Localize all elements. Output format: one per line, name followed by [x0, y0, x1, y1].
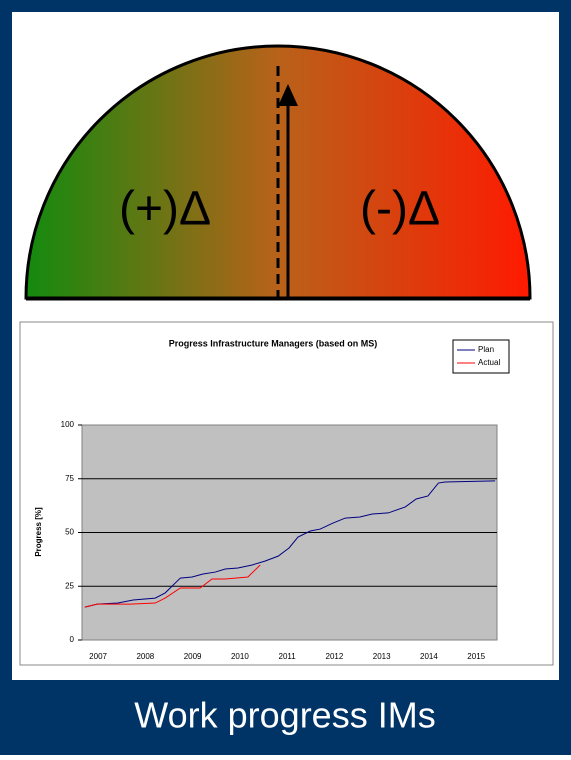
arrow-head [278, 84, 298, 106]
x-tick-label: 2007 [89, 652, 107, 661]
x-tick-label: 2008 [136, 652, 154, 661]
footer-bar [0, 680, 571, 755]
series-line [84, 480, 496, 608]
legend-label: Actual [478, 358, 500, 367]
gauge-right-label: (-)Δ [360, 183, 440, 236]
y-axis-label: Progress [%] [34, 507, 43, 557]
x-tick-label: 2009 [184, 652, 202, 661]
series-line [84, 564, 261, 608]
y-tick-label: 100 [61, 420, 75, 429]
x-tick-label: 2015 [467, 652, 485, 661]
y-tick-label: 0 [70, 635, 75, 644]
x-tick-label: 2014 [420, 652, 438, 661]
y-tick-label: 75 [65, 474, 74, 483]
x-tick-label: 2012 [326, 652, 344, 661]
y-tick-label: 50 [65, 528, 74, 537]
x-tick-label: 2010 [231, 652, 249, 661]
footer-text: Work progress IMs [134, 695, 435, 736]
gauge-left-label: (+)Δ [119, 183, 211, 236]
y-tick-label: 25 [65, 581, 74, 590]
legend-label: Plan [478, 345, 494, 354]
x-tick-label: 2013 [373, 652, 391, 661]
legend-box [452, 339, 510, 374]
x-tick-label: 2011 [279, 652, 297, 661]
chart-title: Progress Infrastructure Managers (based … [169, 338, 378, 348]
